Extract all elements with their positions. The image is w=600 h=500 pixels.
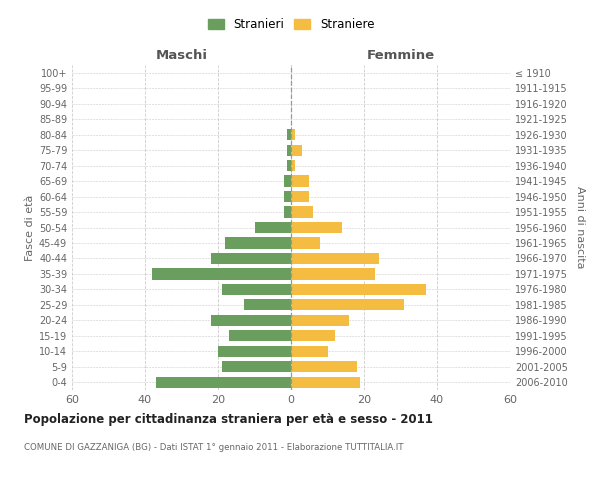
Bar [218,346,291,357]
Bar [291,253,379,264]
Bar [291,144,302,156]
Bar [291,330,335,342]
Text: Maschi: Maschi [155,49,208,62]
Bar [244,300,291,310]
Bar [291,129,295,140]
Bar [291,191,309,202]
Bar [284,176,291,186]
Bar [291,160,295,171]
Bar [287,160,291,171]
Bar [287,129,291,140]
Bar [156,376,291,388]
Bar [291,315,349,326]
Legend: Stranieri, Straniere: Stranieri, Straniere [205,16,377,34]
Bar [211,253,291,264]
Bar [284,191,291,202]
Bar [254,222,291,233]
Text: Femmine: Femmine [367,49,434,62]
Bar [291,361,356,372]
Bar [291,222,342,233]
Bar [291,284,426,295]
Bar [211,315,291,326]
Bar [221,361,291,372]
Y-axis label: Fasce di età: Fasce di età [25,194,35,260]
Bar [226,238,291,248]
Bar [291,376,361,388]
Text: Popolazione per cittadinanza straniera per età e sesso - 2011: Popolazione per cittadinanza straniera p… [24,412,433,426]
Text: COMUNE DI GAZZANIGA (BG) - Dati ISTAT 1° gennaio 2011 - Elaborazione TUTTITALIA.: COMUNE DI GAZZANIGA (BG) - Dati ISTAT 1°… [24,442,404,452]
Bar [291,346,328,357]
Bar [291,238,320,248]
Bar [152,268,291,280]
Y-axis label: Anni di nascita: Anni di nascita [575,186,584,269]
Bar [284,206,291,218]
Bar [291,300,404,310]
Bar [291,176,309,186]
Bar [229,330,291,342]
Bar [291,268,375,280]
Bar [221,284,291,295]
Bar [291,206,313,218]
Bar [287,144,291,156]
